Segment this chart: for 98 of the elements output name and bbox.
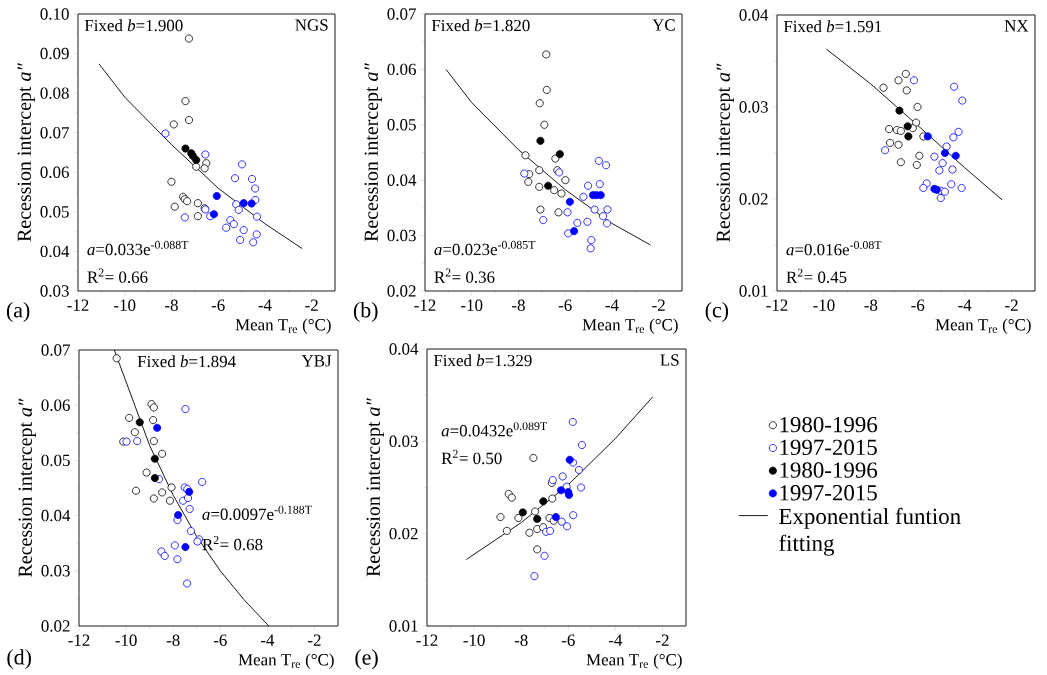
annotation: Fixed b=1.900	[84, 19, 183, 32]
annotation: R$^{2}$= 0.66	[87, 268, 148, 283]
legend-label: 1997-2015	[780, 485, 877, 501]
y-tick-label: 0.08	[40, 87, 69, 99]
x-tick-label: -2	[652, 299, 665, 311]
y-tick-label: 0.02	[389, 527, 418, 540]
annotation: a=0.023e$^{-0.085T}$	[434, 240, 536, 256]
y-tick-label: 0.03	[387, 229, 416, 242]
x-tick-label: -2	[308, 634, 321, 646]
annotation: NGS	[295, 19, 328, 31]
x-tick-label: -12	[414, 299, 436, 311]
x-tick-label: -4	[605, 299, 619, 311]
x-axis-title: Mean T$_{re}$ (°C)	[235, 318, 331, 334]
x-tick-label: -8	[512, 299, 525, 311]
x-tick-label: -10	[813, 299, 835, 311]
annotation: LS	[660, 354, 679, 366]
annotation: Fixed b=1.329	[433, 354, 532, 367]
x-tick-label: -6	[911, 299, 925, 311]
text: (a)	[6, 302, 30, 322]
x-tick-label: -12	[68, 634, 90, 646]
annotation: a=0.033e$^{-0.088T}$	[87, 240, 189, 256]
x-axis-title: Mean T$_{re}$ (°C)	[238, 653, 334, 669]
x-axis-title: Mean T$_{re}$ (°C)	[586, 653, 682, 669]
y-tick-label: 0.03	[739, 101, 768, 113]
x-axis-title: Mean T$_{re}$ (°C)	[582, 318, 678, 334]
annotation: R$^{2}$= 0.68	[202, 536, 263, 551]
annotation: YC	[652, 19, 675, 31]
x-tick-label: -8	[514, 634, 528, 646]
y-axis-title: Recession intercept a″	[716, 63, 734, 242]
y-axis-title: Recession intercept a″	[18, 398, 36, 577]
y-tick-label: 0.03	[40, 285, 69, 297]
text: (c)	[705, 302, 729, 322]
y-tick-label: 0.06	[387, 63, 416, 76]
text: (e)	[355, 649, 378, 670]
x-tick-label: -10	[461, 299, 483, 311]
legend-label: 1980-1996	[780, 462, 878, 478]
x-tick-label: -12	[766, 299, 788, 311]
y-tick-label: 0.01	[739, 285, 768, 297]
y-tick-label: 0.04	[739, 9, 769, 21]
y-tick-label: 0.04	[387, 174, 417, 186]
x-axis-title: Mean T$_{re}$ (°C)	[935, 318, 1031, 334]
x-tick-label: -2	[305, 299, 318, 311]
annotation: R$^{2}$= 0.50	[441, 449, 502, 465]
x-tick-label: -12	[67, 299, 89, 311]
x-tick-label: -2	[1005, 299, 1018, 311]
y-tick-label: 0.07	[41, 344, 70, 356]
y-tick-label: 0.06	[40, 166, 69, 179]
x-tick-label: -4	[260, 634, 275, 646]
annotation: R$^{2}$= 0.45	[786, 268, 847, 283]
annotation: Fixed b=1.894	[137, 355, 236, 368]
y-tick-label: 0.05	[41, 454, 70, 467]
legend-label: 1997-2015	[780, 439, 877, 456]
x-tick-label: -10	[114, 299, 136, 311]
x-tick-label: -8	[864, 299, 878, 311]
y-tick-label: 0.09	[40, 47, 69, 60]
x-tick-label: -6	[561, 634, 575, 646]
y-tick-label: 0.04	[40, 245, 70, 258]
y-tick-label: 0.03	[41, 565, 70, 577]
y-axis-title: Recession intercept a″	[364, 63, 382, 242]
y-tick-label: 0.06	[41, 399, 70, 411]
text: (d)	[7, 649, 31, 670]
y-tick-label: 0.01	[389, 620, 418, 632]
y-tick-label: 0.02	[387, 285, 416, 297]
legend-label: 1980-1996	[780, 416, 878, 433]
y-axis-title: Recession intercept a″	[17, 63, 35, 242]
text: (b)	[353, 302, 378, 322]
x-tick-label: -12	[416, 634, 438, 646]
x-tick-label: -8	[166, 634, 180, 646]
x-tick-label: -6	[211, 299, 225, 311]
legend-label: Exponential funtion fitting	[779, 507, 961, 556]
x-tick-label: -10	[115, 634, 137, 646]
annotation: Fixed b=1.820	[431, 19, 530, 32]
y-tick-label: 0.04	[41, 509, 71, 522]
annotation: a=0.0097e$^{-0.188T}$	[202, 505, 312, 521]
x-tick-label: -4	[608, 634, 623, 646]
y-tick-label: 0.05	[387, 119, 416, 131]
x-tick-label: -2	[656, 634, 669, 646]
x-tick-label: -6	[558, 299, 572, 311]
annotation: a=0.0432e$^{0.089T}$	[441, 422, 547, 437]
y-axis-title: Recession intercept a″	[366, 398, 384, 577]
y-tick-label: 0.07	[387, 8, 416, 20]
annotation: YBJ	[301, 355, 332, 367]
annotation: NX	[1004, 20, 1029, 32]
annotation: a=0.016e$^{-0.08T}$	[786, 241, 882, 256]
x-tick-label: -4	[958, 299, 972, 311]
y-tick-label: 0.03	[389, 435, 418, 448]
y-tick-label: 0.04	[389, 343, 419, 355]
x-tick-label: -10	[463, 634, 485, 646]
y-tick-label: 0.02	[739, 193, 768, 205]
x-tick-label: -8	[165, 299, 178, 311]
x-tick-label: -6	[213, 634, 227, 646]
y-tick-label: 0.10	[40, 8, 69, 20]
x-tick-label: -4	[258, 299, 272, 311]
y-tick-label: 0.05	[40, 206, 69, 218]
annotation: R$^{2}$= 0.36	[434, 268, 495, 283]
y-tick-label: 0.02	[41, 620, 70, 632]
annotation: Fixed b=1.591	[783, 20, 882, 33]
y-tick-label: 0.07	[40, 126, 69, 139]
